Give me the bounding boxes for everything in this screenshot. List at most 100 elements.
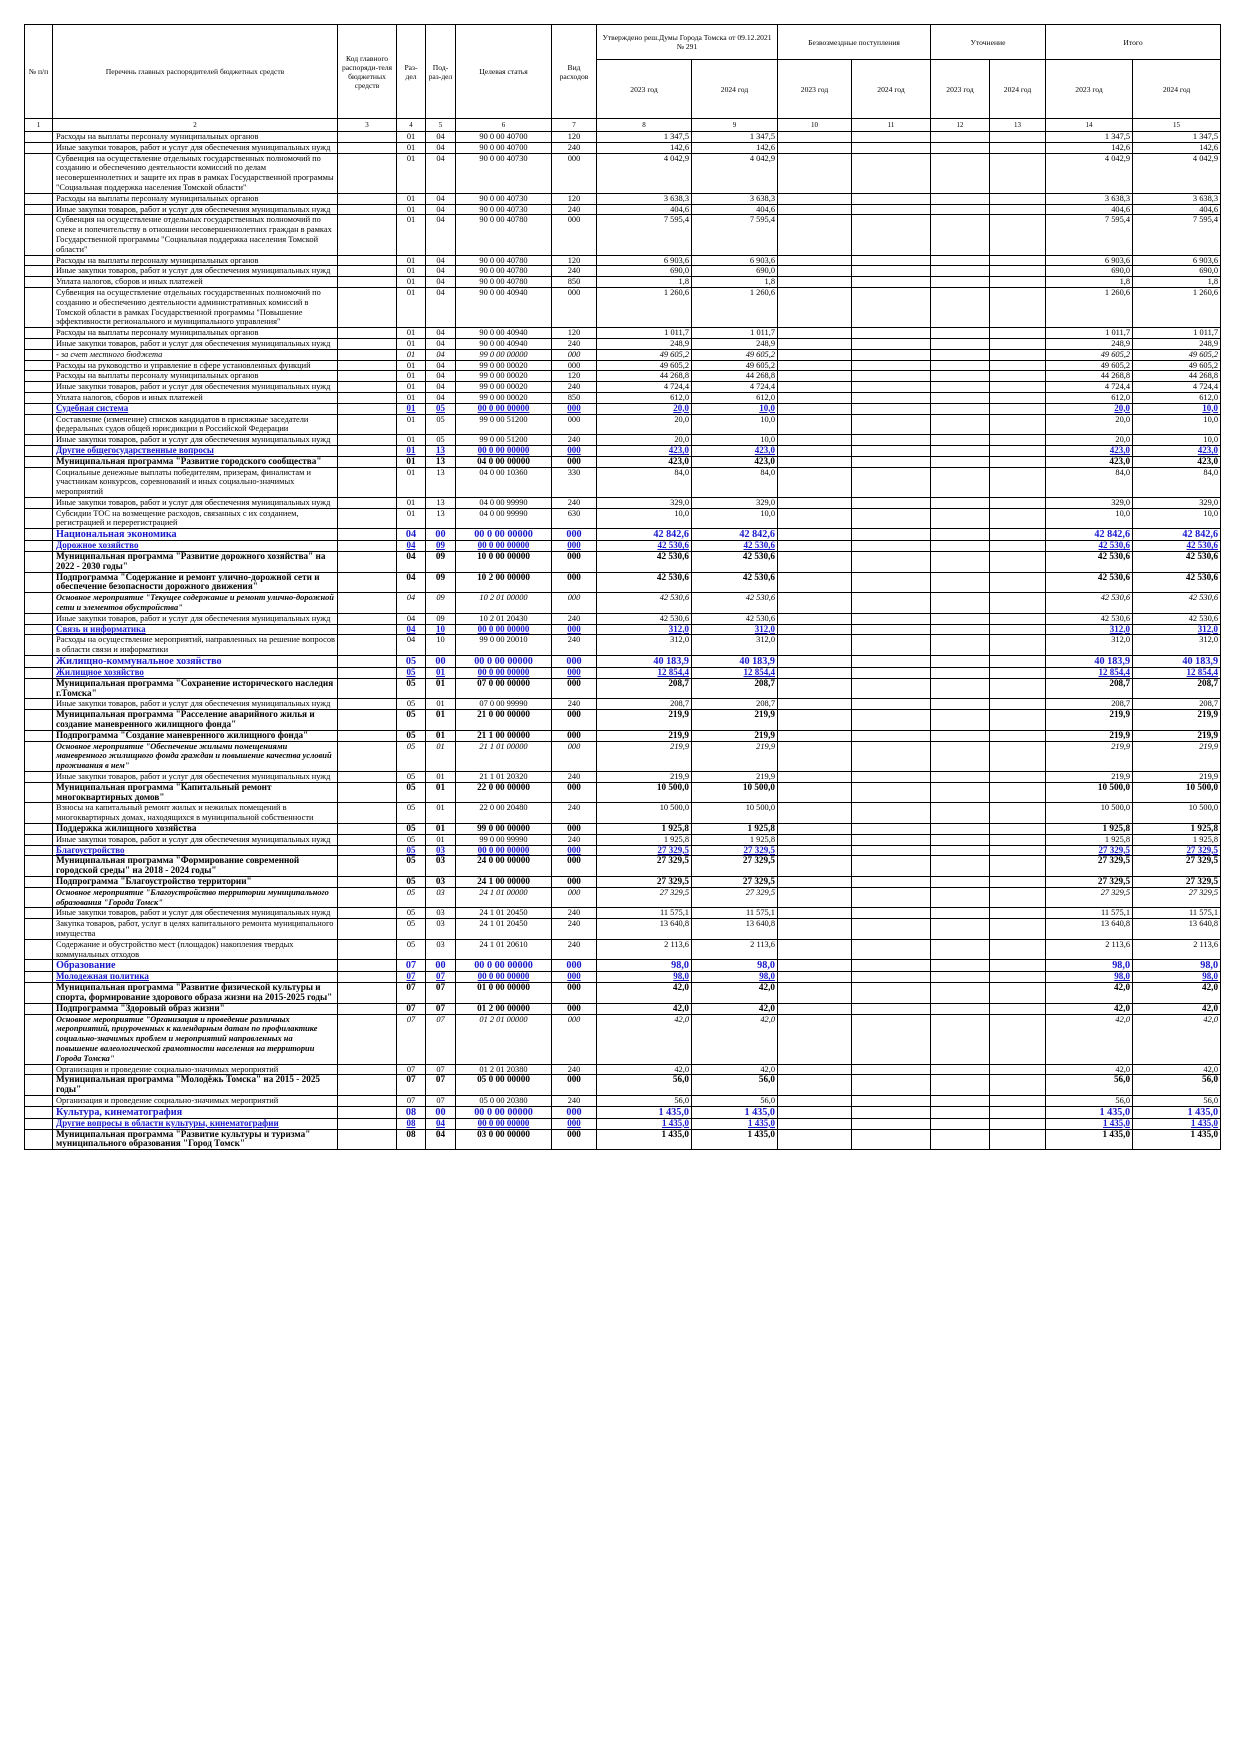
empty-cell: [337, 413, 397, 436]
cell: 00 0 00 00000: [455, 959, 552, 973]
table-row: Иные закупки товаров, работ и услуг для …: [24, 907, 1222, 920]
empty-cell: [24, 655, 53, 669]
empty-cell: [930, 455, 991, 468]
empty-cell: [24, 507, 53, 530]
cell: 219,9: [1045, 771, 1134, 783]
empty-cell: [989, 740, 1047, 773]
empty-cell: [24, 612, 53, 625]
empty-cell: [24, 348, 53, 361]
cell: 12 854,4: [691, 667, 778, 679]
cell: 04: [425, 391, 456, 404]
column-number: 1: [24, 118, 53, 132]
empty-cell: [777, 381, 852, 393]
empty-cell: [989, 612, 1047, 625]
empty-cell: [337, 455, 397, 468]
empty-cell: [777, 276, 852, 288]
cell: 10,0: [691, 507, 778, 530]
empty-cell: [24, 855, 53, 877]
cell: 01: [396, 455, 426, 468]
cell: 219,9: [1132, 709, 1222, 731]
empty-cell: [24, 907, 53, 920]
cell: Основное мероприятие "Организация и пров…: [52, 1013, 338, 1065]
cell: 84,0: [1132, 466, 1222, 498]
cell: 240: [551, 1063, 597, 1076]
cell: 05: [396, 886, 426, 909]
cell: 690,0: [691, 265, 778, 278]
empty-cell: [930, 959, 991, 973]
cell: 07: [425, 1094, 456, 1107]
cell: Социальные денежные выплаты победителям,…: [52, 466, 338, 498]
cell: Жилищное хозяйство: [52, 667, 338, 679]
cell: 312,0: [596, 623, 692, 636]
cell: 240: [551, 907, 597, 920]
cell: 01: [396, 131, 426, 143]
cell: 13: [425, 444, 456, 457]
cell: 248,9: [596, 337, 692, 350]
cell: 1,8: [691, 276, 778, 288]
cell: 13 640,8: [691, 918, 778, 940]
table-row: - за счет местного бюджета 01 04 99 0 00 00…: [24, 348, 1222, 361]
empty-cell: [850, 634, 932, 657]
cell: 1 925,8: [691, 823, 778, 835]
cell: 000: [551, 540, 597, 553]
cell: Подпрограмма "Содержание и ремонт улично…: [52, 571, 338, 594]
empty-cell: [930, 709, 991, 731]
cell: Муниципальная программа "Развитие физиче…: [52, 982, 338, 1004]
cell: 00: [425, 1105, 456, 1119]
cell: 05 0 00 00000: [455, 1074, 552, 1096]
empty-cell: [850, 1002, 932, 1015]
cell: 219,9: [1132, 729, 1222, 742]
empty-cell: [930, 571, 991, 594]
empty-cell: [337, 592, 397, 614]
cell: 142,6: [596, 141, 692, 154]
cell: 1 260,6: [691, 286, 778, 329]
cell: 98,0: [691, 971, 778, 984]
empty-cell: [989, 833, 1047, 846]
cell: 423,0: [1132, 455, 1222, 468]
cell: 07: [396, 971, 426, 984]
cell: 99 0 00 51200: [455, 434, 552, 446]
cell: 423,0: [1045, 455, 1134, 468]
cell: 04: [425, 348, 456, 361]
table-row: Содержание и обустройство мест (площадок…: [24, 938, 1222, 961]
cell: 42 530,6: [1045, 612, 1134, 625]
empty-cell: [777, 455, 852, 468]
empty-cell: [930, 203, 991, 216]
cell: 404,6: [1045, 203, 1134, 216]
cell: 120: [551, 370, 597, 383]
cell: Расходы на осуществление мероприятий, на…: [52, 634, 338, 657]
empty-cell: [777, 1002, 852, 1015]
empty-cell: [777, 359, 852, 372]
empty-cell: [989, 781, 1047, 804]
empty-cell: [24, 528, 53, 542]
cell: 6 903,6: [1132, 254, 1222, 267]
empty-cell: [24, 214, 53, 256]
table-row: Подпрограмма "Здоровый образ жизни" 07 07 0…: [24, 1002, 1222, 1015]
empty-cell: [337, 982, 397, 1004]
cell: 329,0: [691, 496, 778, 509]
cell: Субвенция на осуществление отдельных гос…: [52, 286, 338, 329]
table-row: Организация и проведение социально-значи…: [24, 1094, 1222, 1107]
empty-cell: [777, 413, 852, 436]
table-row: Культура, кинематография 08 00 00 0 00 0000…: [24, 1105, 1222, 1119]
cell: 42 530,6: [691, 592, 778, 614]
empty-cell: [850, 192, 932, 205]
cell: 142,6: [1045, 141, 1134, 154]
cell: Благоустройство: [52, 844, 338, 857]
cell: 10 500,0: [596, 781, 692, 804]
empty-cell: [337, 1013, 397, 1065]
cell: 7 595,4: [691, 214, 778, 256]
cell: 40 183,9: [596, 655, 692, 669]
cell: 4 042,9: [596, 152, 692, 194]
empty-cell: [850, 265, 932, 278]
empty-cell: [777, 152, 852, 194]
empty-cell: [850, 203, 932, 216]
empty-cell: [989, 592, 1047, 614]
empty-cell: [930, 327, 991, 339]
cell: Расходы на выплаты персоналу муниципальн…: [52, 327, 338, 339]
table-row: Иные закупки товаров, работ и услуг для …: [24, 265, 1222, 278]
empty-cell: [777, 1063, 852, 1076]
cell: 42,0: [691, 1063, 778, 1076]
cell: 42 530,6: [596, 551, 692, 573]
empty-cell: [777, 402, 852, 415]
